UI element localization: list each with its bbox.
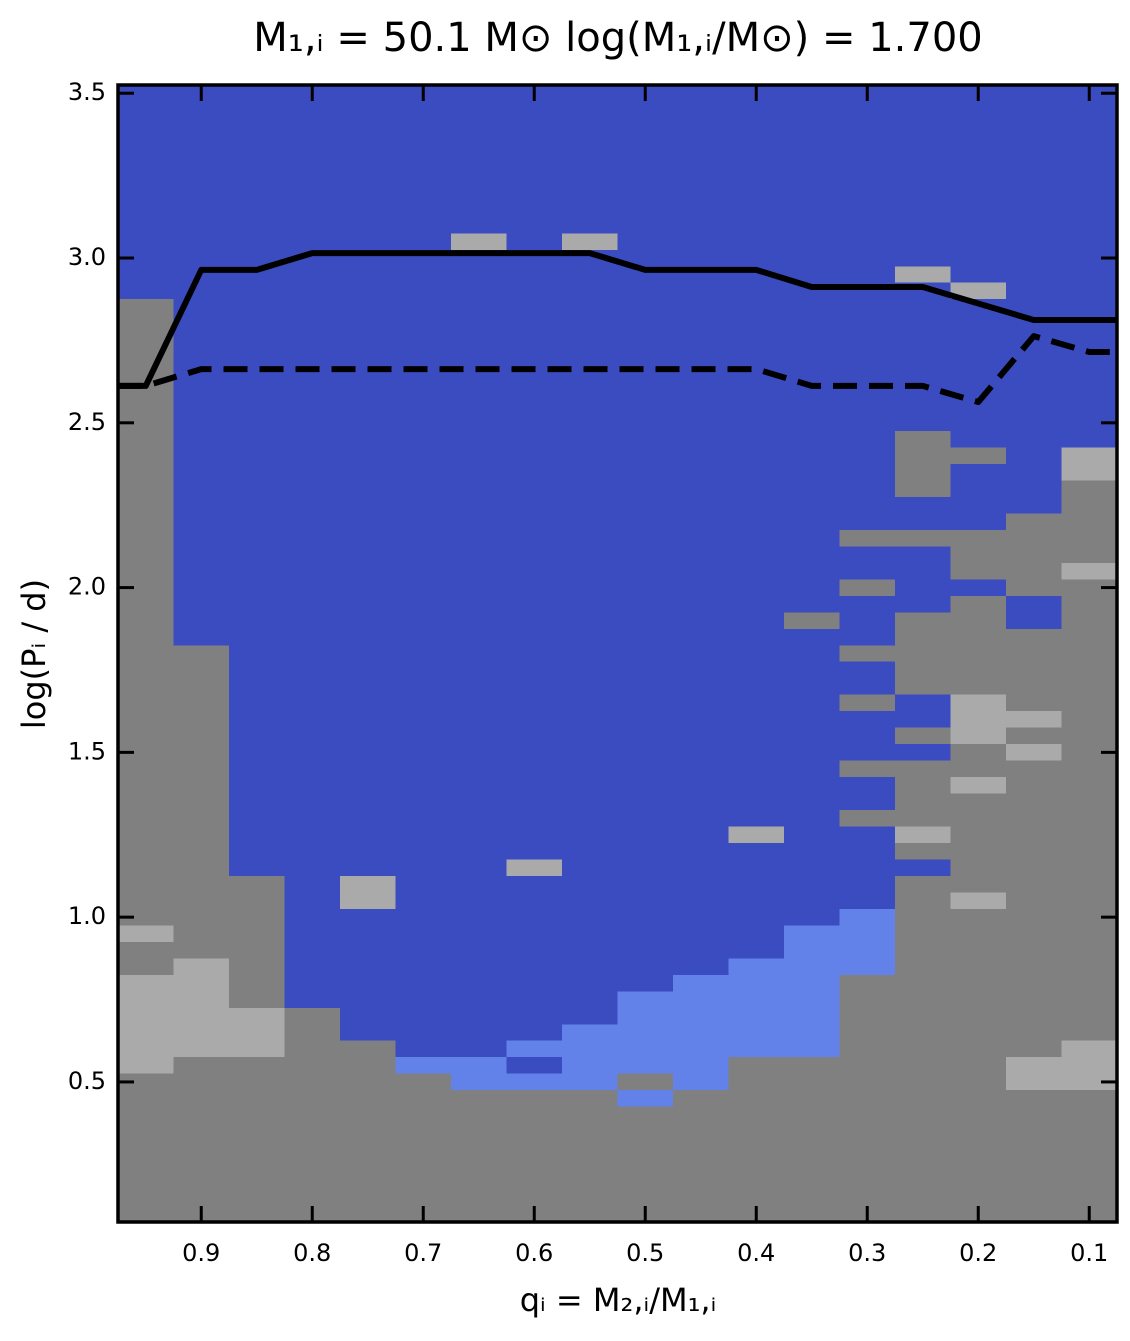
- cell: [839, 529, 895, 547]
- cell: [895, 529, 951, 547]
- boundary-line: [118, 333, 1117, 406]
- cell: [395, 1073, 451, 1222]
- x-tick-label: 0.7: [404, 1239, 442, 1267]
- boundary-line: [118, 250, 1117, 389]
- cell: [839, 974, 895, 1222]
- cell: [950, 892, 1006, 909]
- cell: [728, 958, 784, 1058]
- cell: [839, 810, 895, 827]
- cell: [617, 1106, 673, 1222]
- cell: [1006, 1057, 1062, 1091]
- cell: [950, 447, 1006, 464]
- cell: [395, 1057, 451, 1074]
- cell: [784, 1057, 840, 1222]
- cell: [506, 1090, 562, 1222]
- cell: [950, 595, 1006, 1222]
- cell: [118, 925, 174, 942]
- cell: [1006, 711, 1062, 728]
- x-tick-label: 0.5: [626, 1239, 664, 1267]
- cell: [1061, 447, 1117, 481]
- cell: [839, 579, 895, 596]
- cell: [673, 1090, 729, 1222]
- x-tick-label: 0.4: [737, 1239, 775, 1267]
- cell: [895, 612, 951, 695]
- cell: [839, 760, 895, 778]
- cell: [118, 974, 174, 1074]
- cell: [784, 612, 840, 629]
- cell: [118, 299, 174, 1222]
- cell: [1006, 744, 1062, 761]
- cell: [340, 1040, 396, 1222]
- cell: [617, 991, 673, 1074]
- x-tick-label: 0.6: [515, 1239, 553, 1267]
- cell: [229, 1007, 285, 1058]
- y-axis-label: log(Pᵢ / d): [15, 579, 53, 729]
- cell: [1006, 513, 1062, 596]
- y-tick-label: 3.0: [68, 243, 106, 271]
- cell: [839, 694, 895, 712]
- cell: [1061, 562, 1117, 580]
- y-tick-label: 2.0: [68, 573, 106, 601]
- y-tick-label: 0.5: [68, 1067, 106, 1095]
- cell: [895, 431, 951, 497]
- cell: [839, 908, 895, 975]
- cell: [950, 777, 1006, 794]
- cell: [895, 727, 951, 745]
- y-tick-label: 2.5: [68, 408, 106, 436]
- ticks: 0.5 1.0 1.5 2.0 2.5 3.0 3.5 0.9 0.8 0.7 0.6 0.5 0.4 0…: [68, 78, 1117, 1267]
- cell: [673, 974, 729, 1091]
- heatmap: [118, 85, 1117, 1222]
- cell: [950, 529, 1006, 580]
- cell: [506, 1073, 562, 1091]
- x-axis-label: qᵢ = M₂,ᵢ/M₁,ᵢ: [520, 1281, 717, 1319]
- cell: [617, 1090, 673, 1107]
- cell: [839, 645, 895, 662]
- cell: [895, 266, 951, 283]
- plot-frame: [116, 83, 1119, 1224]
- cell: [728, 826, 784, 843]
- chart-title: M₁,ᵢ = 50.1 M⊙ log(M₁,ᵢ/M⊙) = 1.700: [253, 15, 982, 61]
- cell: [728, 1057, 784, 1222]
- cell: [173, 958, 229, 1058]
- cell: [950, 282, 1006, 300]
- y-tick-label: 3.5: [68, 78, 106, 106]
- x-tick-label: 0.2: [959, 1239, 997, 1267]
- cell: [895, 826, 951, 843]
- cell: [562, 1090, 618, 1222]
- y-tick-label: 1.0: [68, 902, 106, 930]
- cell: [895, 760, 951, 860]
- y-tick-label: 1.5: [68, 737, 106, 765]
- x-tick-label: 0.8: [293, 1239, 331, 1267]
- cell: [284, 1007, 340, 1222]
- cell: [784, 925, 840, 1058]
- x-tick-label: 0.1: [1070, 1239, 1108, 1267]
- cell: [451, 1057, 507, 1091]
- cell: [562, 1024, 618, 1091]
- cell: [173, 645, 229, 1222]
- cell: [617, 1073, 673, 1091]
- cell: [895, 875, 951, 1222]
- lines: [118, 250, 1117, 406]
- x-tick-label: 0.9: [182, 1239, 220, 1267]
- cell: [506, 1040, 562, 1058]
- cell: [1061, 480, 1117, 1222]
- cell: [340, 875, 396, 909]
- cell: [506, 859, 562, 876]
- cell: [950, 694, 1006, 745]
- x-tick-label: 0.3: [848, 1239, 886, 1267]
- cell: [451, 1090, 507, 1222]
- cell: [451, 233, 507, 250]
- cell: [562, 233, 618, 250]
